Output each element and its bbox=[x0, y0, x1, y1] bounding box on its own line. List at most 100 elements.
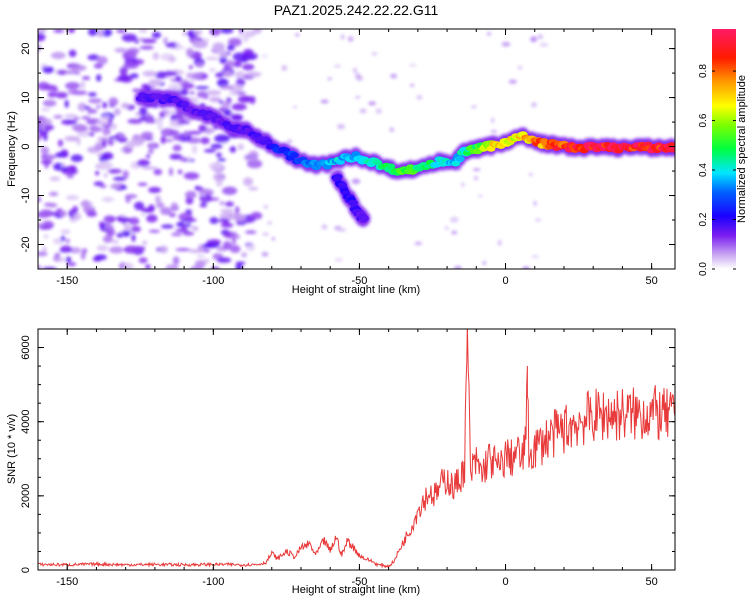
noise-speckle bbox=[231, 103, 247, 111]
chart-title: PAZ1.2025.242.22.22.G11 bbox=[274, 2, 439, 18]
noise-speckle bbox=[117, 134, 126, 139]
noise-speckle bbox=[71, 90, 88, 95]
noise-speckle bbox=[81, 116, 91, 120]
noise-speckle bbox=[153, 168, 163, 176]
noise-speckle bbox=[38, 32, 46, 42]
noise-speckle bbox=[230, 39, 242, 45]
colorbar-label: Normalized spectral amplitude bbox=[736, 75, 748, 223]
noise-speckle bbox=[47, 91, 57, 98]
noise-speckle bbox=[168, 167, 174, 176]
noise-speckle bbox=[176, 120, 191, 125]
noise-speckle bbox=[186, 47, 194, 57]
noise-speckle bbox=[235, 234, 241, 239]
noise-speckle bbox=[65, 82, 81, 90]
noise-speckle bbox=[88, 92, 97, 97]
noise-speckle bbox=[218, 100, 224, 104]
noise-speckle bbox=[48, 191, 59, 197]
noise-speckle bbox=[215, 72, 224, 78]
noise-speckle bbox=[117, 74, 130, 82]
noise-speckle bbox=[444, 226, 449, 230]
noise-speckle bbox=[172, 134, 182, 141]
noise-speckle bbox=[134, 201, 145, 211]
noise-speckle bbox=[207, 239, 222, 245]
noise-speckle bbox=[219, 85, 234, 90]
noise-speckle bbox=[222, 241, 232, 250]
noise-speckle bbox=[52, 88, 59, 92]
noise-speckle bbox=[125, 195, 131, 204]
noise-speckle bbox=[160, 224, 174, 229]
noise-speckle bbox=[123, 223, 132, 232]
noise-speckle bbox=[110, 123, 117, 130]
noise-speckle bbox=[169, 153, 183, 160]
noise-speckle bbox=[146, 154, 151, 159]
noise-speckle bbox=[136, 159, 150, 167]
signal-branch bbox=[330, 169, 371, 227]
noise-speckle bbox=[157, 122, 163, 131]
noise-speckle bbox=[243, 48, 254, 56]
y-tick-label: 4000 bbox=[20, 409, 32, 433]
noise-speckle bbox=[103, 173, 108, 178]
noise-speckle bbox=[138, 257, 148, 264]
noise-speckle bbox=[474, 176, 478, 181]
noise-speckle bbox=[490, 118, 495, 123]
noise-speckle bbox=[327, 77, 333, 81]
noise-speckle bbox=[109, 184, 122, 189]
noise-speckle bbox=[123, 62, 139, 69]
noise-speckle bbox=[219, 56, 228, 64]
noise-speckle bbox=[125, 141, 136, 149]
noise-speckle bbox=[244, 154, 259, 162]
noise-speckle bbox=[139, 106, 148, 116]
noise-speckle bbox=[229, 245, 241, 253]
noise-speckle bbox=[195, 86, 210, 90]
noise-speckle bbox=[90, 109, 98, 114]
noise-speckle bbox=[121, 102, 130, 109]
noise-speckle bbox=[211, 49, 218, 53]
noise-speckle bbox=[73, 212, 82, 221]
noise-speckle bbox=[146, 214, 158, 223]
noise-speckle bbox=[188, 65, 193, 70]
noise-speckle bbox=[451, 230, 458, 235]
noise-speckle bbox=[416, 95, 423, 100]
noise-speckle bbox=[73, 116, 80, 121]
noise-speckle bbox=[103, 215, 116, 224]
noise-speckle bbox=[137, 182, 148, 186]
noise-speckle bbox=[530, 36, 538, 43]
heatmap-x-axis-label: Height of straight line (km) bbox=[292, 284, 420, 296]
noise-speckle bbox=[320, 99, 329, 104]
noise-speckle bbox=[334, 258, 343, 262]
noise-speckle bbox=[60, 229, 71, 235]
noise-speckle bbox=[194, 260, 206, 268]
noise-speckle bbox=[533, 200, 537, 206]
noise-speckle bbox=[531, 255, 540, 258]
colorbar-tick-label: 0.6 bbox=[698, 113, 709, 127]
y-tick-label: 10 bbox=[20, 91, 32, 103]
noise-speckle bbox=[220, 29, 234, 34]
noise-speckle bbox=[141, 131, 154, 138]
noise-speckle bbox=[389, 127, 394, 133]
colorbar: 0.0 0.2 0.4 0.6 0.8 Normalized spectral ampl… bbox=[698, 29, 748, 276]
noise-speckle bbox=[57, 70, 67, 75]
noise-speckle bbox=[96, 74, 102, 82]
noise-speckle bbox=[198, 124, 207, 132]
noise-speckle bbox=[158, 245, 169, 254]
noise-speckle bbox=[212, 42, 225, 50]
noise-speckle bbox=[337, 123, 345, 130]
noise-speckle bbox=[220, 222, 234, 228]
noise-speckle bbox=[470, 105, 477, 108]
noise-speckle bbox=[129, 73, 139, 79]
noise-speckle bbox=[146, 114, 153, 123]
signal-branch-core bbox=[331, 173, 369, 223]
noise-speckle bbox=[168, 212, 176, 218]
noise-speckle bbox=[241, 252, 248, 258]
noise-speckle bbox=[128, 217, 140, 225]
noise-speckle bbox=[245, 230, 257, 235]
noise-speckle bbox=[142, 166, 157, 170]
noise-speckle bbox=[222, 186, 238, 195]
noise-speckle bbox=[151, 31, 162, 39]
noise-speckle bbox=[101, 115, 111, 120]
noise-speckle bbox=[112, 240, 119, 244]
ridge-blob bbox=[333, 173, 343, 180]
noise-speckle bbox=[87, 54, 100, 61]
noise-speckle bbox=[414, 241, 423, 246]
noise-speckle bbox=[267, 221, 273, 225]
